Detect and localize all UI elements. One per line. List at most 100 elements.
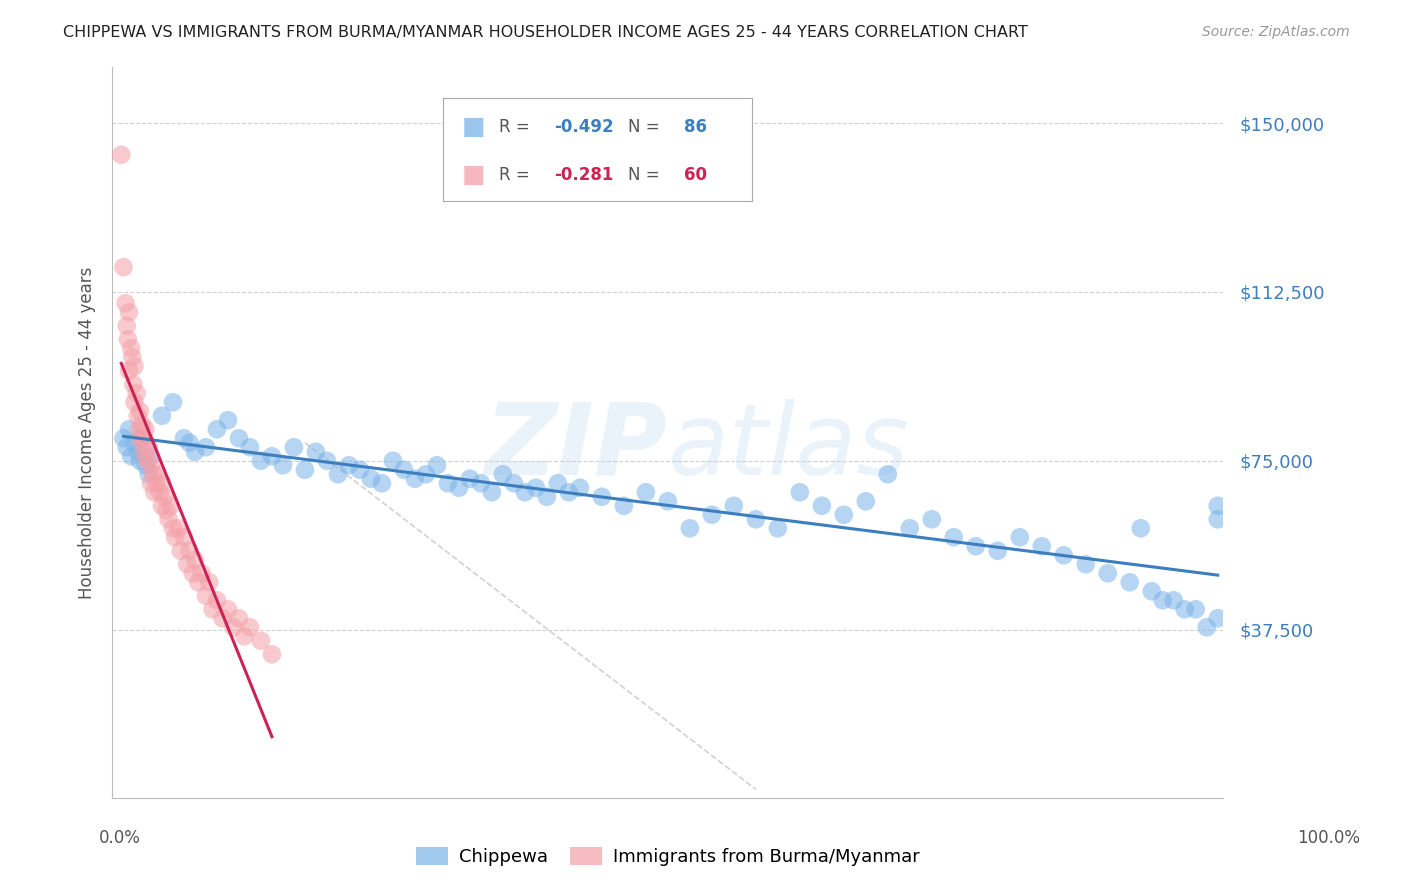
- Point: [987, 543, 1010, 558]
- Point: [404, 472, 426, 486]
- Point: [657, 494, 679, 508]
- Point: [876, 467, 898, 482]
- Point: [138, 440, 160, 454]
- Point: [129, 404, 152, 418]
- Text: -0.492: -0.492: [554, 118, 614, 136]
- Point: [134, 449, 156, 463]
- Text: R =: R =: [499, 118, 534, 136]
- Point: [179, 543, 201, 558]
- Point: [613, 499, 636, 513]
- Point: [1129, 521, 1152, 535]
- Point: [349, 463, 371, 477]
- Point: [492, 467, 515, 482]
- Point: [173, 530, 195, 544]
- Point: [260, 648, 283, 662]
- Point: [239, 620, 262, 634]
- Point: [1206, 512, 1229, 526]
- Point: [155, 503, 177, 517]
- Point: [179, 435, 201, 450]
- Point: [124, 359, 146, 374]
- Point: [187, 575, 209, 590]
- Point: [184, 553, 207, 567]
- Point: [1152, 593, 1174, 607]
- Point: [222, 620, 245, 634]
- Point: [149, 485, 172, 500]
- Point: [194, 589, 217, 603]
- Point: [437, 476, 460, 491]
- Text: Source: ZipAtlas.com: Source: ZipAtlas.com: [1202, 25, 1350, 39]
- Point: [558, 485, 581, 500]
- Point: [138, 467, 160, 482]
- Point: [591, 490, 613, 504]
- Point: [176, 558, 198, 572]
- Point: [120, 341, 142, 355]
- Point: [271, 458, 294, 473]
- Point: [283, 440, 305, 454]
- Point: [250, 454, 273, 468]
- Point: [134, 458, 156, 473]
- Point: [173, 431, 195, 445]
- Point: [157, 512, 180, 526]
- Point: [124, 435, 146, 450]
- Point: [205, 593, 228, 607]
- Point: [1097, 566, 1119, 581]
- Point: [165, 530, 187, 544]
- Legend: Chippewa, Immigrants from Burma/Myanmar: Chippewa, Immigrants from Burma/Myanmar: [409, 839, 927, 873]
- Point: [700, 508, 723, 522]
- Point: [381, 454, 404, 468]
- Text: N =: N =: [628, 166, 665, 184]
- Point: [128, 422, 150, 436]
- Point: [481, 485, 503, 500]
- Point: [205, 422, 228, 436]
- Point: [942, 530, 965, 544]
- Text: 60: 60: [685, 166, 707, 184]
- Text: 86: 86: [685, 118, 707, 136]
- Point: [502, 476, 524, 491]
- Point: [139, 449, 162, 463]
- Point: [832, 508, 855, 522]
- Point: [1140, 584, 1163, 599]
- Point: [679, 521, 702, 535]
- Point: [547, 476, 569, 491]
- Point: [1184, 602, 1206, 616]
- Point: [470, 476, 492, 491]
- Point: [162, 395, 184, 409]
- Point: [447, 481, 470, 495]
- Point: [524, 481, 547, 495]
- Text: 0.0%: 0.0%: [98, 829, 141, 847]
- Text: N =: N =: [628, 118, 665, 136]
- Point: [134, 431, 156, 445]
- Text: atlas: atlas: [668, 399, 910, 496]
- Point: [1074, 558, 1097, 572]
- Point: [150, 409, 173, 423]
- Point: [1206, 611, 1229, 625]
- Point: [426, 458, 449, 473]
- Point: [112, 431, 135, 445]
- Point: [145, 476, 167, 491]
- Point: [898, 521, 921, 535]
- Point: [855, 494, 877, 508]
- Point: [142, 467, 165, 482]
- Point: [124, 395, 146, 409]
- Point: [217, 413, 239, 427]
- Point: [129, 431, 152, 445]
- Point: [150, 499, 173, 513]
- Point: [260, 449, 283, 463]
- Point: [513, 485, 536, 500]
- Point: [371, 476, 394, 491]
- Point: [201, 602, 224, 616]
- Point: [536, 490, 558, 504]
- Text: 100.0%: 100.0%: [1298, 829, 1360, 847]
- Point: [150, 476, 173, 491]
- Point: [159, 499, 181, 513]
- Y-axis label: Householder Income Ages 25 - 44 years: Householder Income Ages 25 - 44 years: [77, 267, 96, 599]
- Point: [162, 521, 184, 535]
- Point: [745, 512, 768, 526]
- Point: [167, 521, 190, 535]
- Text: CHIPPEWA VS IMMIGRANTS FROM BURMA/MYANMAR HOUSEHOLDER INCOME AGES 25 - 44 YEARS : CHIPPEWA VS IMMIGRANTS FROM BURMA/MYANMA…: [63, 25, 1028, 40]
- Point: [458, 472, 481, 486]
- Point: [228, 431, 250, 445]
- Point: [110, 147, 132, 161]
- Point: [139, 476, 162, 491]
- Point: [127, 444, 149, 458]
